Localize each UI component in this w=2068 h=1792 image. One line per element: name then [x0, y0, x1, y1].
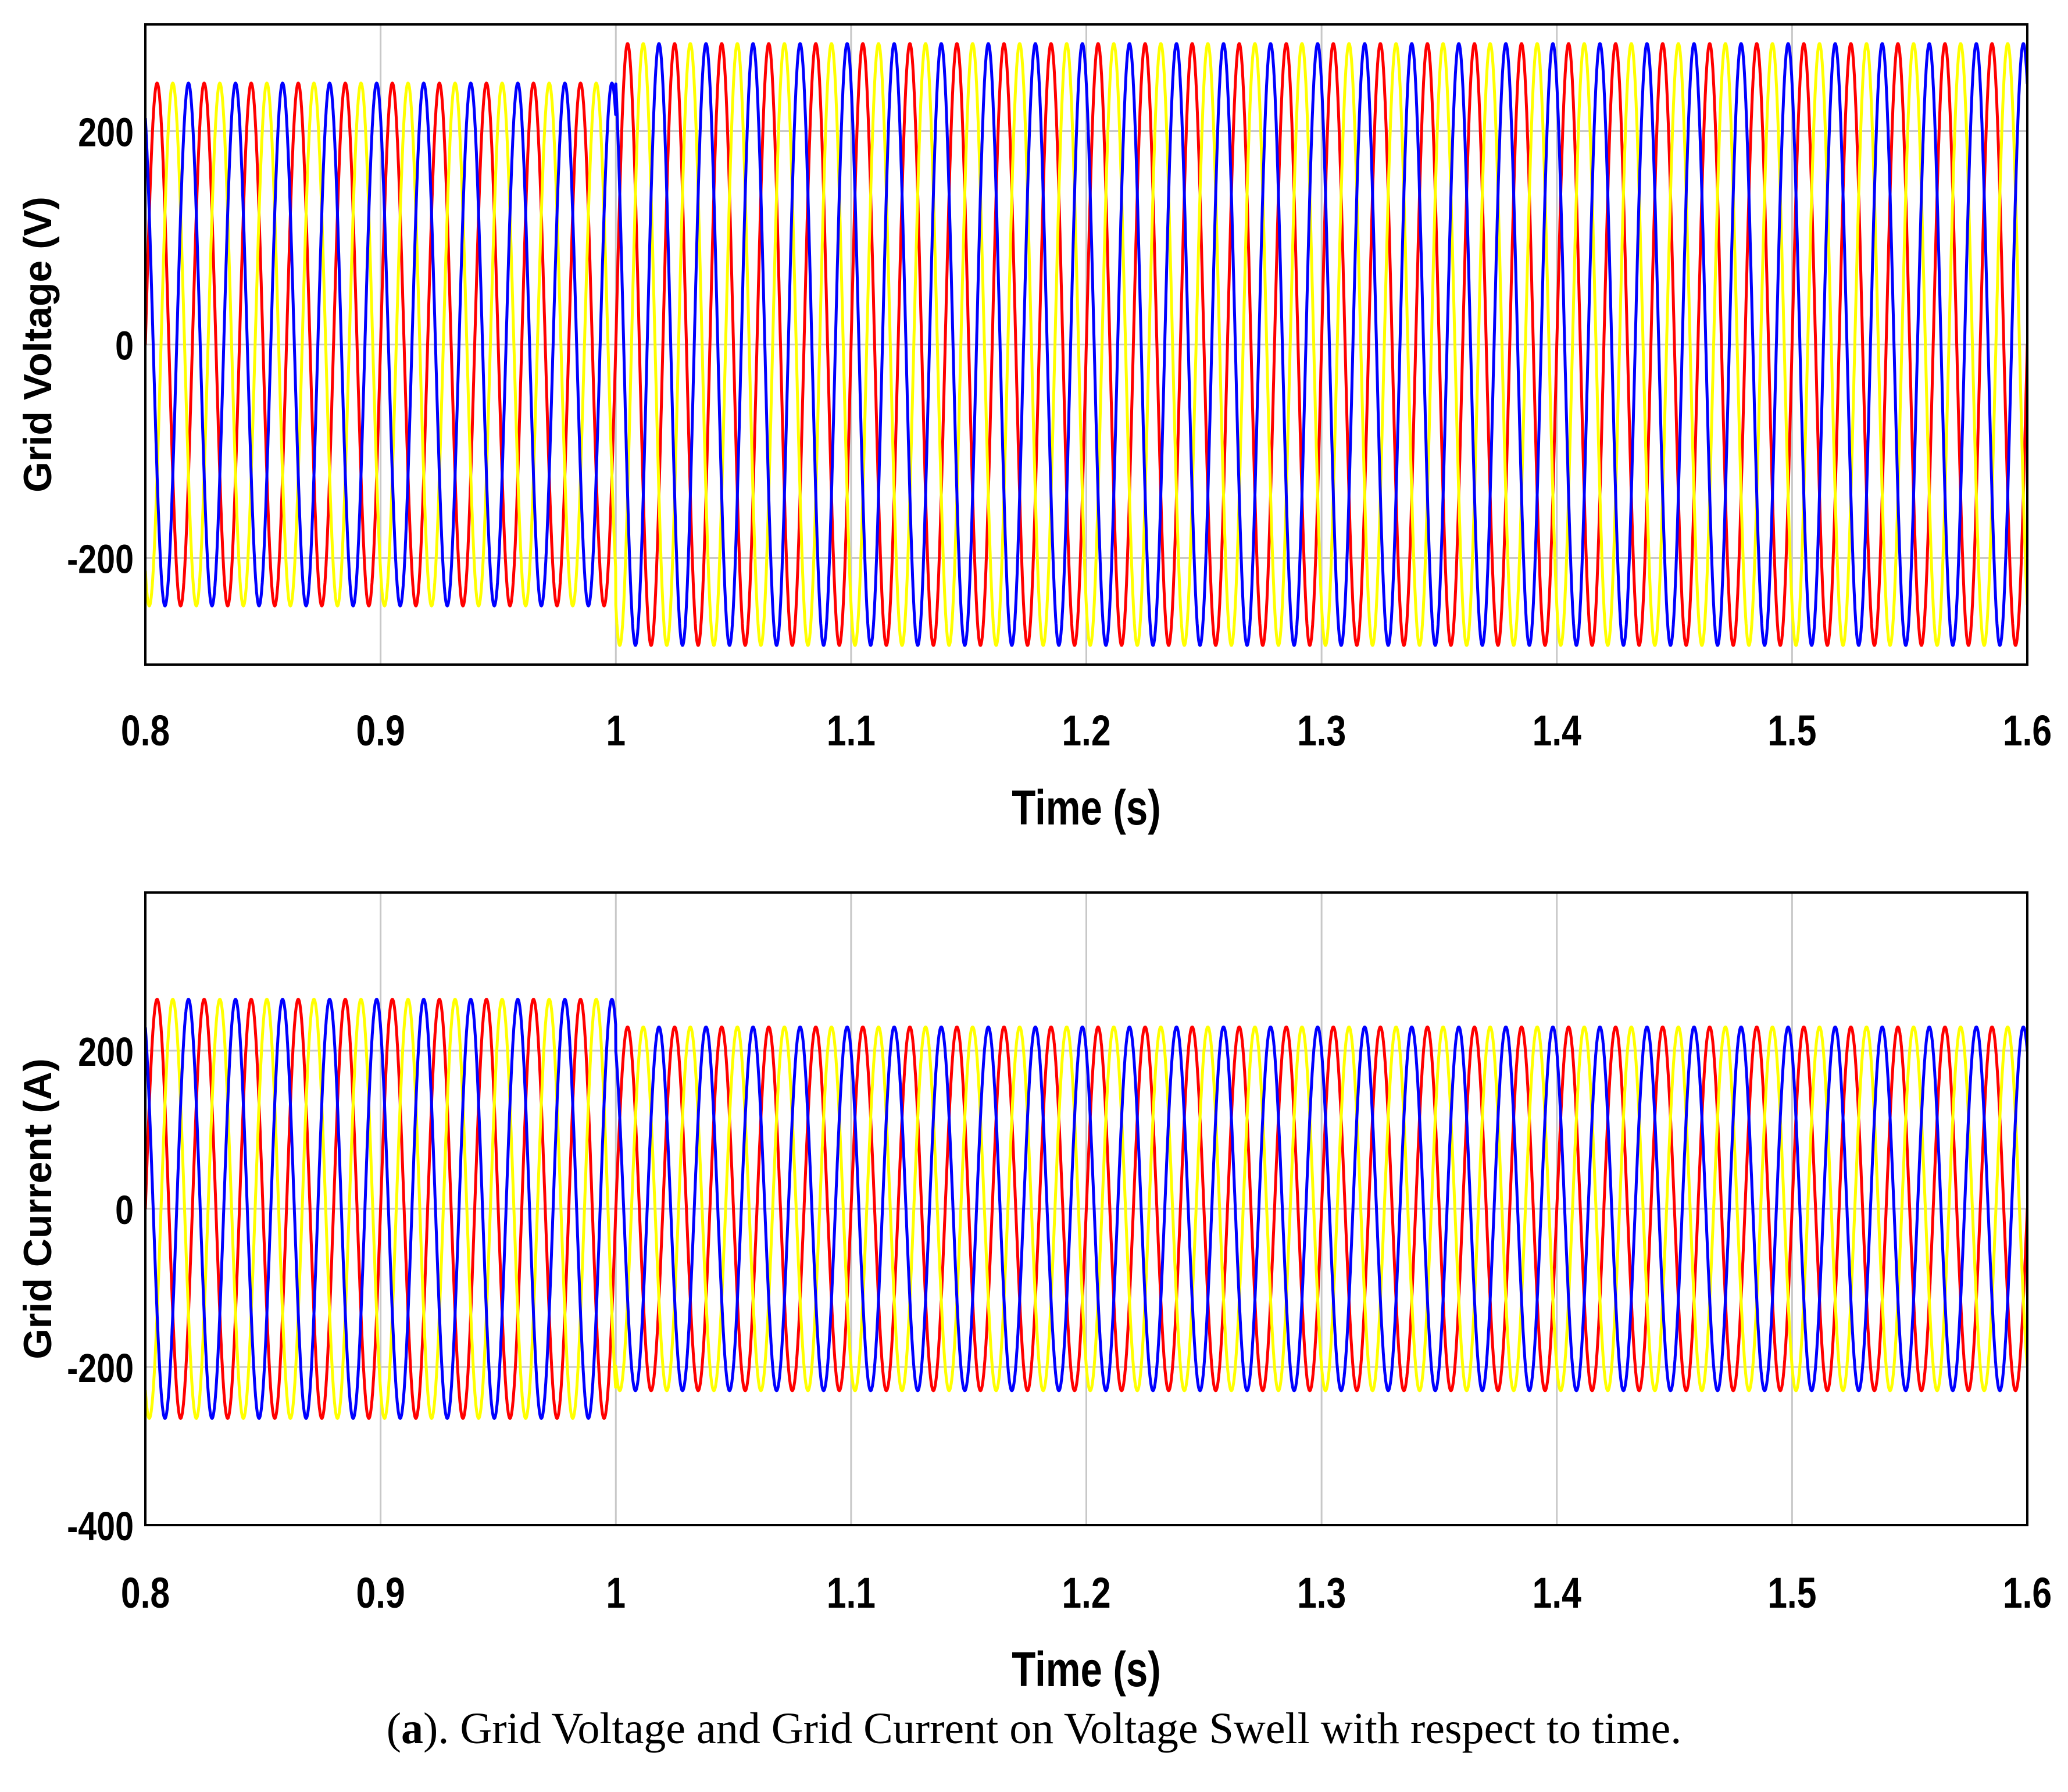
plot-frame — [144, 891, 2028, 1526]
y-tick-label: -400 — [67, 1504, 134, 1550]
x-tick-label: 0.8 — [121, 1569, 170, 1617]
y-tick-label: 0 — [115, 323, 134, 369]
y-tick-label: 200 — [78, 1029, 134, 1075]
x-tick-label: 1.4 — [1533, 1569, 1582, 1617]
x-tick-label: 0.8 — [121, 707, 170, 755]
x-tick-label: 1.6 — [2003, 707, 2052, 755]
plot-frame — [144, 23, 2028, 666]
x-tick-label: 1.2 — [1062, 707, 1110, 755]
y-tick-label: 0 — [115, 1187, 134, 1233]
x-tick-label: 1.1 — [827, 707, 876, 755]
x-tick-label: 0.9 — [356, 707, 405, 755]
waveform-group — [145, 998, 2027, 1420]
caption-text: ). Grid Voltage and Grid Current on Volt… — [423, 1704, 1682, 1753]
x-tick-label: 1.6 — [2003, 1569, 2052, 1617]
x-tick-label: 1 — [606, 1569, 626, 1617]
y-tick-label: -200 — [67, 536, 134, 582]
x-tick-label: 0.9 — [356, 1569, 405, 1617]
x-axis-title: Time (s) — [1012, 781, 1160, 836]
x-tick-label: 1 — [606, 707, 626, 755]
grid-current-chart: 0.8 0.9 1 1.1 1.2 1.3 1.4 1.5 1.6 200 0 -200 -400 Tim… — [16, 891, 2052, 1697]
x-tick-label: 1.5 — [1767, 1569, 1816, 1617]
series-line-phase-c — [145, 42, 2027, 647]
y-axis-title: Grid Current (A) — [16, 1058, 60, 1359]
x-tick-label: 1.3 — [1297, 707, 1346, 755]
x-tick-label: 1.1 — [827, 1569, 876, 1617]
series-line-phase-b — [145, 998, 2027, 1420]
x-tick-label: 1.4 — [1533, 707, 1582, 755]
x-tick-label: 1.3 — [1297, 1569, 1346, 1617]
series-line-phase-b — [145, 42, 2027, 647]
x-axis-title: Time (s) — [1012, 1643, 1160, 1697]
series-line-phase-a — [145, 998, 2027, 1420]
x-tick-label: 1.2 — [1062, 1569, 1110, 1617]
y-tick-label: 200 — [78, 109, 134, 155]
series-line-phase-c — [145, 998, 2027, 1420]
y-axis-title: Grid Voltage (V) — [16, 197, 60, 492]
series-line-phase-a — [145, 42, 2027, 647]
figure-caption: (a). Grid Voltage and Grid Current on Vo… — [386, 1704, 1682, 1753]
grid-voltage-chart: 0.8 0.9 1 1.1 1.2 1.3 1.4 1.5 1.6 200 0 -200 Time (s… — [16, 23, 2052, 836]
x-tick-label: 1.5 — [1767, 707, 1816, 755]
caption-label: a — [401, 1704, 424, 1753]
waveform-group — [145, 42, 2027, 647]
y-tick-label: -200 — [67, 1345, 134, 1391]
